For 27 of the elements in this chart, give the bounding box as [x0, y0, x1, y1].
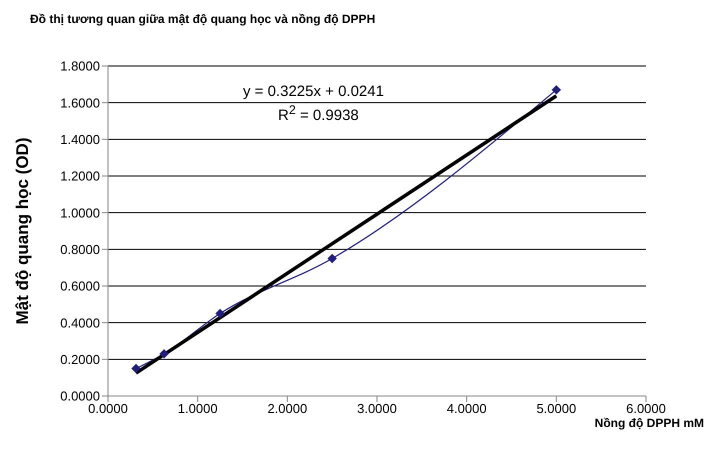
chart-title: Đồ thị tương quan giữa mật độ quang học và nồng độ DPPH: [30, 12, 376, 26]
y-tick-label: 1.6000: [60, 95, 100, 110]
x-tick-label: 0.0000: [88, 401, 128, 416]
y-axis-title: Mật độ quang học (OD): [13, 138, 32, 324]
annotation: y = 0.3225x + 0.0241: [243, 83, 384, 100]
y-tick-label: 1.2000: [60, 168, 100, 184]
point: [328, 254, 337, 263]
x-axis-title: Nồng độ DPPH mM: [594, 416, 704, 430]
point: [552, 85, 561, 94]
point: [160, 349, 169, 358]
y-tick-label: 0.8000: [60, 242, 100, 257]
x-tick-label: 2.0000: [267, 401, 308, 416]
y-tick-label: 1.0000: [60, 205, 100, 220]
y-tick-label: 1.4000: [60, 132, 100, 147]
y-tick-label: 1.8000: [60, 58, 100, 74]
annotation: R$^{2}$ = 0.9938: [278, 103, 359, 124]
x-tick-label: 5.0000: [536, 401, 576, 416]
y-tick-label: 0.2000: [60, 352, 100, 367]
point: [132, 364, 141, 373]
y-tick-label: 0.6000: [60, 278, 100, 294]
y-tick-label: 0.4000: [60, 315, 100, 330]
point: [216, 309, 225, 318]
x-tick-label: 6.0000: [626, 401, 666, 416]
x-tick-label: 1.0000: [178, 401, 218, 416]
y-tick-label: 0.0000: [60, 388, 100, 404]
x-tick-label: 4.0000: [446, 401, 487, 416]
x-tick-label: 3.0000: [357, 401, 397, 416]
